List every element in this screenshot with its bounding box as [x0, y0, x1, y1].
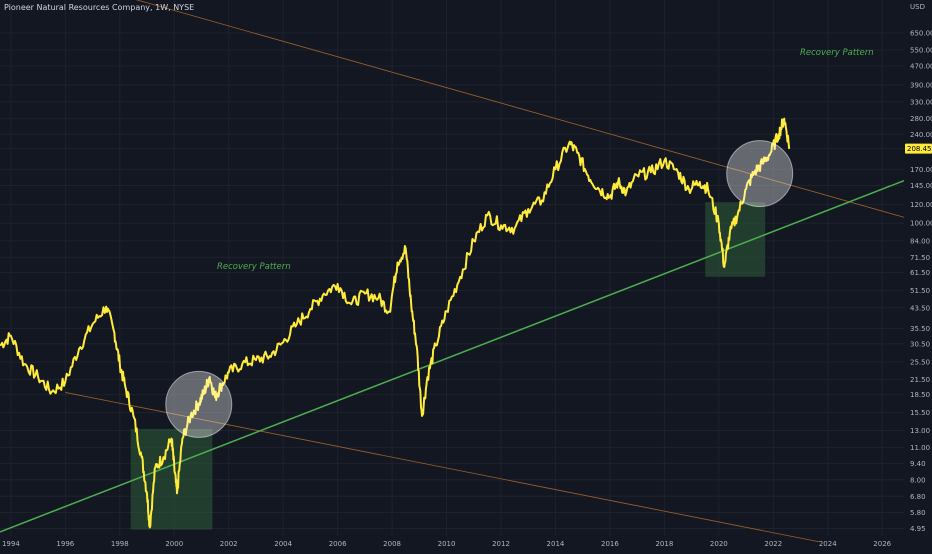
x-tick-label: 2004: [274, 540, 292, 548]
y-tick-label: 550.00: [910, 47, 932, 55]
y-tick-label: 35.50: [910, 325, 930, 333]
y-tick-label: 11.00: [910, 444, 930, 452]
x-tick-label: 2010: [438, 540, 456, 548]
y-tick-label: 13.00: [910, 427, 930, 435]
y-tick-label: 61.50: [910, 269, 930, 277]
y-tick-label: 25.50: [910, 359, 930, 367]
y-tick-label: 170.00: [910, 166, 932, 174]
x-tick-label: 1998: [111, 540, 129, 548]
current-price-label: 208.45: [907, 145, 932, 153]
y-tick-label: 470.00: [910, 62, 932, 70]
x-tick-label: 2016: [601, 540, 619, 548]
y-tick-label: 8.00: [910, 476, 926, 484]
chart-title: Pioneer Natural Resources Company, 1W, N…: [4, 3, 195, 12]
highlight-circles: [165, 140, 794, 438]
y-tick-label: 330.00: [910, 98, 932, 106]
x-tick-label: 2002: [220, 540, 238, 548]
highlight-circle-2: [726, 140, 794, 208]
x-tick-label: 2012: [492, 540, 510, 548]
highlight-zones: [130, 202, 766, 530]
annotation-recovery-pattern-2: Recovery Pattern: [800, 48, 874, 58]
y-tick-label: 650.00: [910, 30, 932, 38]
annotation-recovery-pattern-1: Recovery Pattern: [217, 262, 291, 272]
y-tick-label: 21.50: [910, 376, 930, 384]
y-tick-label: 43.50: [910, 304, 930, 312]
x-tick-label: 2022: [764, 540, 782, 548]
y-tick-label: 280.00: [910, 115, 932, 123]
x-tick-label: 2020: [710, 540, 728, 548]
y-tick-label: 71.50: [910, 254, 930, 262]
channel-line-1: [135, 0, 905, 218]
y-axis[interactable]: 650.00 550.00 470.00 390.00 330.00 280.00 240.…: [905, 30, 932, 533]
x-tick-label: 2008: [383, 540, 401, 548]
y-tick-label: 390.00: [910, 81, 932, 89]
current-price-tag: [905, 143, 932, 154]
y-tick-label: 120.00: [910, 201, 932, 209]
support-trend-line: [0, 179, 905, 533]
y-tick-label: 9.40: [910, 460, 926, 468]
price-series: [0, 117, 791, 529]
y-tick-label: 4.95: [910, 525, 926, 533]
currency-label: USD: [910, 3, 925, 11]
annotations: Recovery Pattern Recovery Pattern: [217, 48, 874, 272]
y-tick-label: 240.00: [910, 131, 932, 139]
x-axis[interactable]: 1994 1996 1998 2000 2002 2004 2006 2008 2010 2012…: [2, 540, 892, 548]
y-tick-label: 6.80: [910, 493, 926, 501]
x-tick-label: 2018: [655, 540, 673, 548]
price-line: [0, 117, 791, 529]
x-tick-label: 2024: [819, 540, 837, 548]
y-tick-label: 51.50: [910, 287, 930, 295]
x-tick-label: 1994: [2, 540, 20, 548]
x-tick-label: 2006: [329, 540, 347, 548]
y-tick-label: 18.50: [910, 391, 930, 399]
x-tick-label: 2026: [873, 540, 891, 548]
x-tick-label: 2000: [165, 540, 183, 548]
x-tick-label: 1996: [56, 540, 74, 548]
y-tick-label: 100.00: [910, 220, 932, 228]
y-tick-label: 15.50: [910, 409, 930, 417]
y-tick-label: 5.80: [910, 509, 926, 517]
highlight-circle-1: [165, 370, 233, 438]
y-tick-label: 84.00: [910, 237, 930, 245]
y-tick-label: 145.00: [910, 182, 932, 190]
x-tick-label: 2014: [547, 540, 565, 548]
y-tick-label: 30.50: [910, 340, 930, 348]
